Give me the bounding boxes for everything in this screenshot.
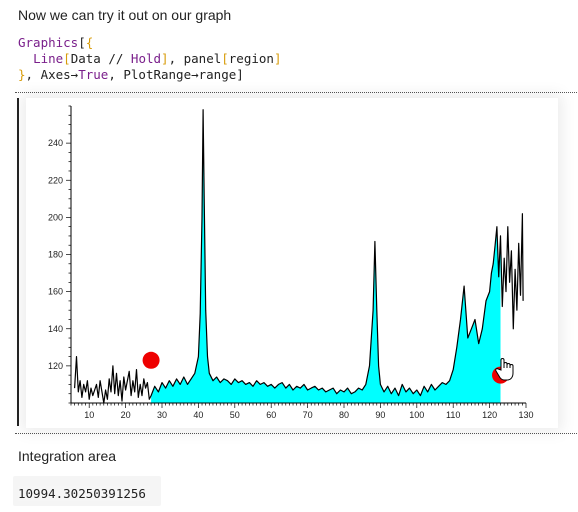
output-cell (15, 92, 577, 434)
code-token: { (85, 35, 94, 50)
line-layer (74, 109, 524, 404)
x-tick-label: 120 (482, 410, 497, 420)
code-token: , panel (168, 51, 222, 66)
code-token: } (18, 67, 26, 82)
y-tick-label: 120 (48, 361, 63, 371)
x-tick-label: 80 (339, 410, 349, 420)
code-token: , Axes→ (25, 67, 79, 82)
x-tick-label: 60 (266, 410, 276, 420)
code-token: Data // (70, 51, 131, 66)
hand-pointer-icon (495, 358, 514, 381)
code-token: ] (273, 51, 282, 66)
x-tick-label: 110 (446, 410, 460, 420)
x-tick-label: 100 (409, 410, 424, 420)
integration-area-fill (151, 109, 501, 403)
axis-layer: 10 20 30 40 50 60 70 80 90 100 110 120 130 120 140 160 1… (48, 105, 534, 420)
x-tick-label: 90 (375, 410, 385, 420)
plot-panel[interactable]: 10 20 30 40 50 60 70 80 90 100 110 120 130 120 140 160 1… (26, 98, 558, 428)
area-layer (151, 109, 501, 403)
integration-area-label: Integration area (18, 448, 117, 464)
code-token: [ (78, 35, 86, 50)
code-token: [ (63, 51, 71, 66)
y-tick-label: 140 (48, 324, 63, 334)
integration-result-value: 10994.30250391256 (18, 486, 150, 501)
x-tick-label: 50 (230, 410, 240, 420)
x-tick-label: 10 (84, 410, 94, 420)
intro-text: Now we can try it out on our graph (18, 7, 232, 23)
code-token: [ (221, 51, 229, 66)
x-tick-label: 70 (303, 410, 313, 420)
y-tick-label: 240 (48, 138, 63, 148)
code-token: Graphics (18, 35, 79, 50)
x-tick-label: 130 (518, 410, 533, 420)
code-token: True (78, 67, 109, 82)
code-token: Hold (130, 51, 162, 66)
y-tick-label: 200 (48, 212, 63, 222)
code-token: ] (236, 67, 244, 82)
code-token: region (228, 51, 274, 66)
x-tick-label: 20 (121, 410, 131, 420)
y-tick-label: 220 (48, 175, 63, 185)
code-token: , PlotRange→range (108, 67, 237, 82)
code-token: ] (161, 51, 169, 66)
data-series-line (74, 109, 524, 404)
chart-svg[interactable]: 10 20 30 40 50 60 70 80 90 100 110 120 130 120 140 160 1… (26, 98, 558, 428)
y-tick-label: 180 (48, 250, 63, 260)
y-tick-label: 160 (48, 287, 63, 297)
cell-bracket (17, 98, 19, 426)
x-tick-label: 30 (157, 410, 167, 420)
x-tick-label: 40 (193, 410, 203, 420)
region-start-handle[interactable] (142, 351, 160, 369)
code-token: Line (33, 51, 64, 66)
code-input-cell[interactable]: Graphics[{ Line[Data // Hold], panel[reg… (18, 35, 281, 83)
